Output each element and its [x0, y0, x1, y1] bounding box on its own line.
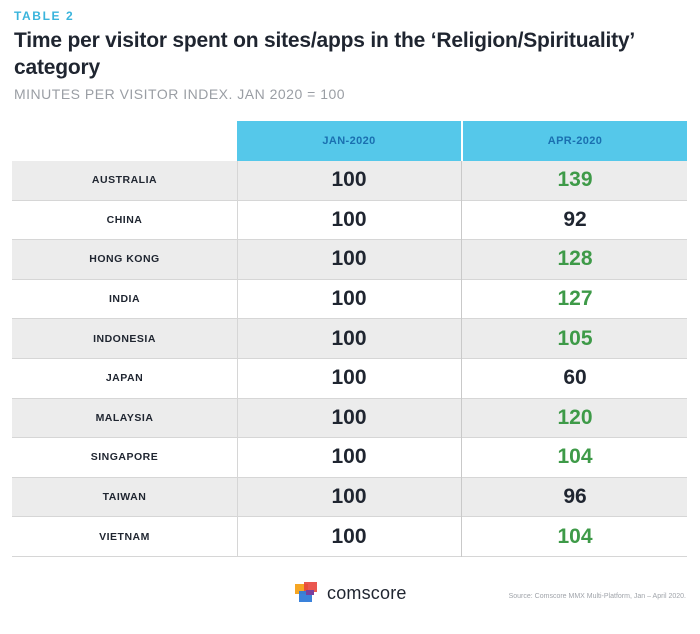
comscore-brand-text: comscore	[327, 582, 407, 603]
apr-value: 105	[557, 326, 593, 350]
table-row: JAPAN 100 60	[12, 358, 687, 399]
table-row: INDONESIA 100 105	[12, 319, 687, 359]
source-note: Source: Comscore MMX Multi-Platform, Jan…	[508, 593, 686, 600]
column-header-jan: JAN-2020	[237, 121, 461, 161]
jan-value: 100	[331, 287, 367, 311]
jan-value: 100	[331, 207, 367, 231]
country-label: JAPAN	[105, 372, 144, 385]
country-label: INDIA	[108, 293, 141, 306]
table-row: INDIA 100 127	[12, 279, 687, 320]
table-header-row: JAN-2020 APR-2020	[12, 121, 687, 161]
jan-value: 100	[331, 366, 367, 390]
country-label: CHINA	[106, 213, 143, 226]
table-row: VIETNAM 100 104	[12, 517, 687, 557]
apr-value: 104	[557, 445, 593, 469]
country-label: TAIWAN	[102, 491, 147, 504]
country-label: MALAYSIA	[95, 411, 154, 424]
column-divider	[237, 161, 238, 557]
table-body: AUSTRALIA 100 139 CHINA 100 92 HONG KONG 100 128…	[12, 161, 687, 557]
comscore-logo-icon	[295, 582, 317, 602]
jan-value: 100	[331, 405, 367, 429]
apr-value: 60	[563, 366, 587, 390]
apr-value: 139	[557, 168, 593, 192]
apr-value: 92	[563, 207, 587, 231]
comscore-logo: comscore	[295, 582, 407, 604]
jan-value: 100	[331, 445, 367, 469]
data-table: JAN-2020 APR-2020 AUSTRALIA 100 139 CHINA 10…	[12, 121, 687, 557]
apr-value: 127	[557, 287, 593, 311]
country-label: SINGAPORE	[90, 451, 159, 464]
jan-value: 100	[331, 524, 367, 548]
table-row: AUSTRALIA 100 139	[12, 161, 687, 201]
jan-value: 100	[331, 247, 367, 271]
table-kicker: TABLE 2	[14, 9, 75, 23]
apr-value: 96	[563, 485, 587, 509]
table-row: HONG KONG 100 128	[12, 240, 687, 280]
apr-value: 104	[557, 524, 593, 548]
jan-value: 100	[331, 326, 367, 350]
table-row: MALAYSIA 100 120	[12, 398, 687, 439]
page-title: Time per visitor spent on sites/apps in …	[14, 29, 634, 79]
apr-value: 120	[557, 405, 593, 429]
country-label: HONG KONG	[89, 253, 160, 266]
column-header-apr: APR-2020	[463, 121, 687, 161]
country-label: AUSTRALIA	[91, 174, 158, 187]
jan-value: 100	[331, 168, 367, 192]
column-divider	[461, 161, 462, 557]
table-row: SINGAPORE 100 104	[12, 438, 687, 478]
page-subtitle: MINUTES PER VISITOR INDEX. JAN 2020 = 10…	[14, 86, 346, 102]
table-row: TAIWAN 100 96	[12, 477, 687, 518]
country-label: INDONESIA	[93, 332, 156, 345]
jan-value: 100	[331, 485, 367, 509]
country-label: VIETNAM	[99, 530, 150, 543]
apr-value: 128	[557, 247, 593, 271]
table-row: CHINA 100 92	[12, 200, 687, 241]
